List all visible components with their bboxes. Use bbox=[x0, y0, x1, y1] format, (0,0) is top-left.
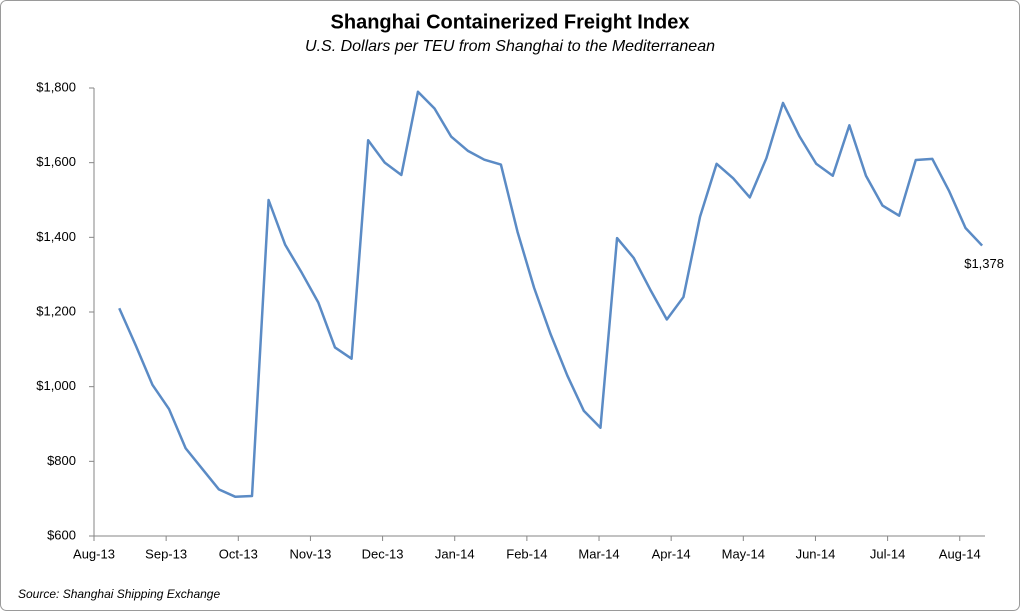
x-tick-label: Apr-14 bbox=[652, 546, 691, 561]
source-note: Source: Shanghai Shipping Exchange bbox=[18, 587, 220, 601]
x-tick-label: Sep-13 bbox=[145, 546, 187, 561]
y-tick-label: $1,200 bbox=[36, 303, 76, 318]
x-tick-label: Nov-13 bbox=[289, 546, 331, 561]
x-tick-label: Aug-14 bbox=[939, 546, 981, 561]
x-tick-label: Mar-14 bbox=[578, 546, 619, 561]
x-tick-label: Aug-13 bbox=[73, 546, 115, 561]
x-tick-label: Feb-14 bbox=[506, 546, 547, 561]
y-tick-label: $1,400 bbox=[36, 229, 76, 244]
x-tick-label: May-14 bbox=[722, 546, 765, 561]
data-line bbox=[118, 90, 984, 499]
x-tick-label: Dec-13 bbox=[362, 546, 404, 561]
y-tick-label: $1,600 bbox=[36, 154, 76, 169]
data-label: $1,378 bbox=[964, 256, 1004, 271]
y-tick-label: $1,000 bbox=[36, 378, 76, 393]
x-tick-label: Jul-14 bbox=[870, 546, 905, 561]
x-tick-label: Jan-14 bbox=[435, 546, 475, 561]
chart-title: Shanghai Containerized Freight Index bbox=[331, 11, 690, 33]
x-tick-label: Oct-13 bbox=[219, 546, 258, 561]
y-tick-label: $800 bbox=[47, 453, 76, 468]
chart-subtitle: U.S. Dollars per TEU from Shanghai to th… bbox=[305, 38, 715, 55]
y-tick-label: $1,800 bbox=[36, 79, 76, 94]
y-tick-label: $600 bbox=[47, 527, 76, 542]
x-tick-label: Jun-14 bbox=[796, 546, 836, 561]
